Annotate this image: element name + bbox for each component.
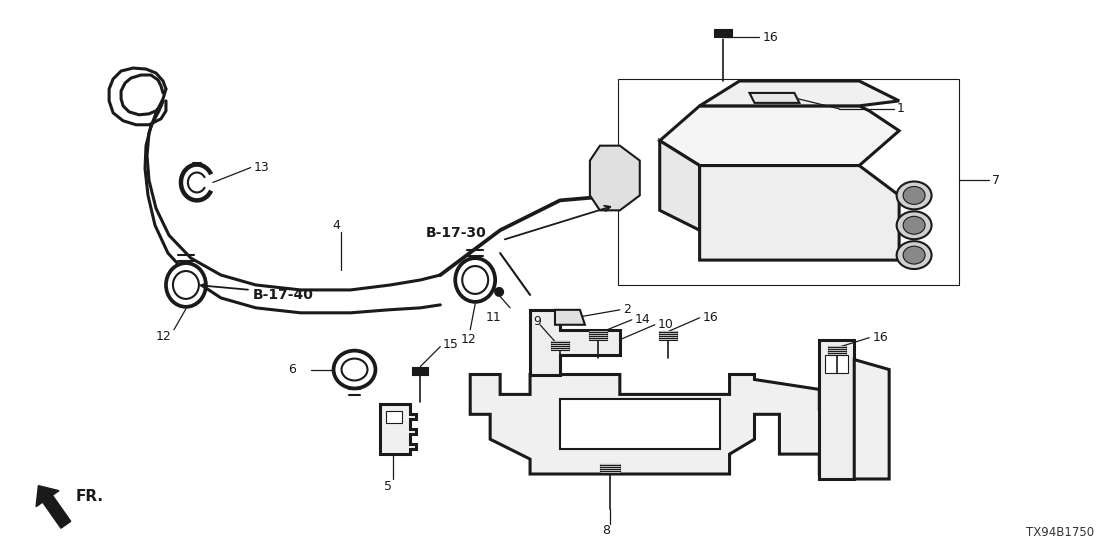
Bar (387, 411, 402, 423)
Polygon shape (145, 89, 440, 313)
Text: 6: 6 (288, 363, 296, 376)
Polygon shape (555, 310, 585, 325)
Ellipse shape (896, 182, 932, 209)
Polygon shape (749, 93, 799, 103)
Polygon shape (599, 464, 619, 473)
Text: 12: 12 (156, 330, 172, 343)
Polygon shape (560, 399, 719, 449)
Polygon shape (37, 486, 71, 528)
Text: 16: 16 (702, 311, 718, 324)
Polygon shape (714, 29, 731, 37)
Text: 11: 11 (485, 311, 501, 324)
Ellipse shape (334, 351, 376, 388)
Polygon shape (659, 141, 699, 230)
Polygon shape (380, 404, 417, 454)
Polygon shape (109, 68, 166, 125)
Text: B-17-40: B-17-40 (253, 288, 314, 302)
Text: 16: 16 (762, 30, 778, 44)
Ellipse shape (455, 258, 495, 302)
Polygon shape (699, 81, 899, 106)
Ellipse shape (896, 241, 932, 269)
Text: 7: 7 (992, 174, 999, 187)
Polygon shape (412, 367, 429, 375)
Text: TX94B1750: TX94B1750 (1026, 526, 1094, 538)
Text: 9: 9 (533, 315, 541, 329)
Polygon shape (589, 331, 607, 340)
Text: 16: 16 (872, 331, 888, 344)
Ellipse shape (166, 263, 206, 307)
Text: 15: 15 (442, 338, 458, 351)
Text: 5: 5 (384, 480, 392, 494)
Polygon shape (551, 341, 570, 350)
Ellipse shape (896, 211, 932, 239)
Polygon shape (470, 375, 849, 474)
Text: FR.: FR. (75, 489, 103, 504)
Bar (825, 355, 849, 372)
Text: 1: 1 (897, 102, 905, 115)
Ellipse shape (494, 287, 504, 297)
Ellipse shape (903, 216, 925, 234)
Text: 8: 8 (602, 524, 609, 537)
Polygon shape (589, 146, 639, 211)
Text: 4: 4 (332, 219, 340, 232)
Text: 13: 13 (254, 161, 269, 174)
Text: 12: 12 (460, 333, 476, 346)
Ellipse shape (903, 246, 925, 264)
Polygon shape (659, 106, 899, 166)
Text: 14: 14 (635, 313, 650, 326)
Text: 2: 2 (623, 304, 630, 316)
Polygon shape (530, 310, 619, 375)
Text: B-17-30: B-17-30 (425, 226, 486, 240)
Polygon shape (819, 340, 854, 479)
Ellipse shape (903, 187, 925, 204)
Polygon shape (699, 166, 899, 260)
Polygon shape (829, 346, 847, 355)
Text: 10: 10 (658, 318, 674, 331)
Polygon shape (854, 360, 889, 479)
Polygon shape (659, 331, 677, 340)
